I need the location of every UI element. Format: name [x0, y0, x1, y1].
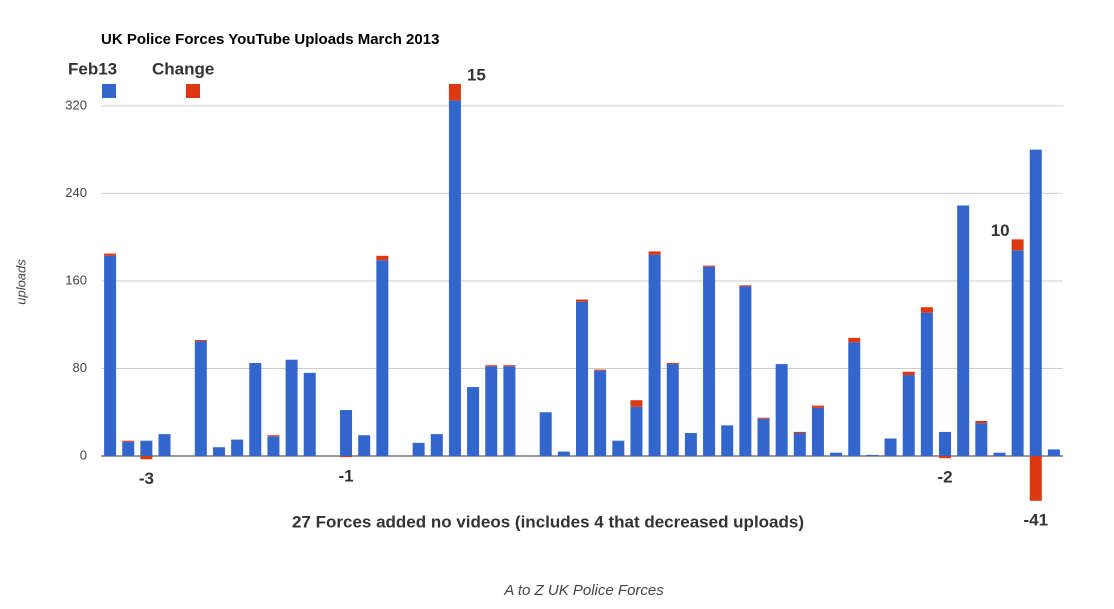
bar: [612, 440, 625, 456]
y-tick-label: 160: [65, 272, 87, 287]
bar: [648, 254, 661, 456]
bar: [267, 436, 280, 456]
bar: [939, 431, 952, 456]
legend-swatch: [102, 84, 116, 98]
bar: [576, 301, 588, 456]
bar: [340, 455, 353, 458]
bar: [703, 266, 716, 456]
bar: [630, 406, 643, 456]
bar: [467, 387, 480, 456]
bar: [993, 452, 1006, 456]
bar: [848, 342, 861, 456]
bar: [340, 410, 353, 456]
bar: [539, 412, 552, 456]
bar: [448, 100, 461, 456]
bar: [757, 418, 770, 456]
bar: [485, 365, 498, 367]
bar: [1011, 250, 1024, 456]
y-axis-label: uploads: [13, 259, 28, 305]
bar: [1029, 149, 1042, 456]
bar: [194, 340, 207, 342]
bar: [249, 362, 262, 456]
bar: [1029, 455, 1042, 501]
bar: [1047, 449, 1060, 456]
data-label: -1: [338, 467, 353, 486]
x-axis-label: A to Z UK Police Forces: [503, 582, 664, 599]
bar: [884, 438, 897, 456]
bar: [957, 205, 970, 456]
bar: [594, 370, 607, 456]
bar: [303, 372, 316, 456]
bar: [648, 251, 661, 255]
bar: [104, 255, 117, 456]
y-tick-label: 240: [65, 185, 87, 200]
bar: [158, 434, 171, 456]
bar: [757, 417, 770, 419]
bar: [630, 400, 643, 407]
bar: [866, 454, 879, 456]
bar: [775, 364, 788, 456]
bar: [666, 364, 679, 456]
bar: [503, 365, 516, 367]
data-label: -41: [1023, 510, 1048, 529]
data-label: 10: [991, 221, 1010, 240]
bar: [231, 439, 244, 456]
chart-title: UK Police Forces YouTube Uploads March 2…: [101, 31, 439, 48]
bar: [830, 452, 843, 456]
bar: [448, 84, 461, 101]
y-tick-label: 80: [73, 360, 87, 375]
y-tick-label: 320: [65, 97, 87, 112]
bar: [376, 255, 389, 261]
bar: [267, 435, 280, 437]
bar: [920, 307, 933, 313]
annotation: 27 Forces added no videos (includes 4 th…: [292, 512, 804, 531]
bar: [285, 359, 298, 456]
bar: [557, 451, 570, 456]
bar: [975, 420, 988, 424]
bar: [485, 366, 498, 456]
bar: [848, 337, 861, 343]
bar: [376, 260, 389, 456]
bar: [793, 433, 806, 456]
bar: [122, 440, 135, 442]
bar: [793, 431, 806, 434]
bar: [684, 433, 697, 456]
bar: [194, 341, 207, 456]
legend-label: Feb13: [68, 59, 117, 78]
bar: [939, 455, 952, 459]
bar: [902, 371, 915, 376]
bar: [721, 425, 734, 456]
bar: [703, 265, 716, 267]
bar: [666, 362, 679, 365]
bar: [503, 366, 516, 456]
bar: [212, 447, 225, 456]
bar: [358, 435, 371, 456]
y-tick-label: 0: [80, 447, 87, 462]
bar: [1011, 239, 1024, 251]
bar: [594, 369, 607, 371]
bar: [412, 442, 425, 456]
bar: [104, 253, 117, 256]
data-label: -3: [139, 469, 154, 488]
bar: [122, 441, 135, 456]
bar: [920, 312, 933, 456]
bar: [811, 405, 824, 408]
legend-label: Change: [152, 59, 214, 78]
bar: [576, 299, 588, 302]
legend-swatch: [186, 84, 200, 98]
bar: [902, 375, 915, 456]
bar: [811, 407, 824, 456]
bar: [975, 423, 988, 456]
bar: [739, 286, 752, 456]
bar: [140, 440, 153, 456]
data-label: -2: [937, 468, 952, 487]
data-label: 15: [467, 65, 486, 84]
bar: [739, 285, 752, 287]
bar: [430, 434, 443, 456]
bar: [140, 455, 153, 460]
